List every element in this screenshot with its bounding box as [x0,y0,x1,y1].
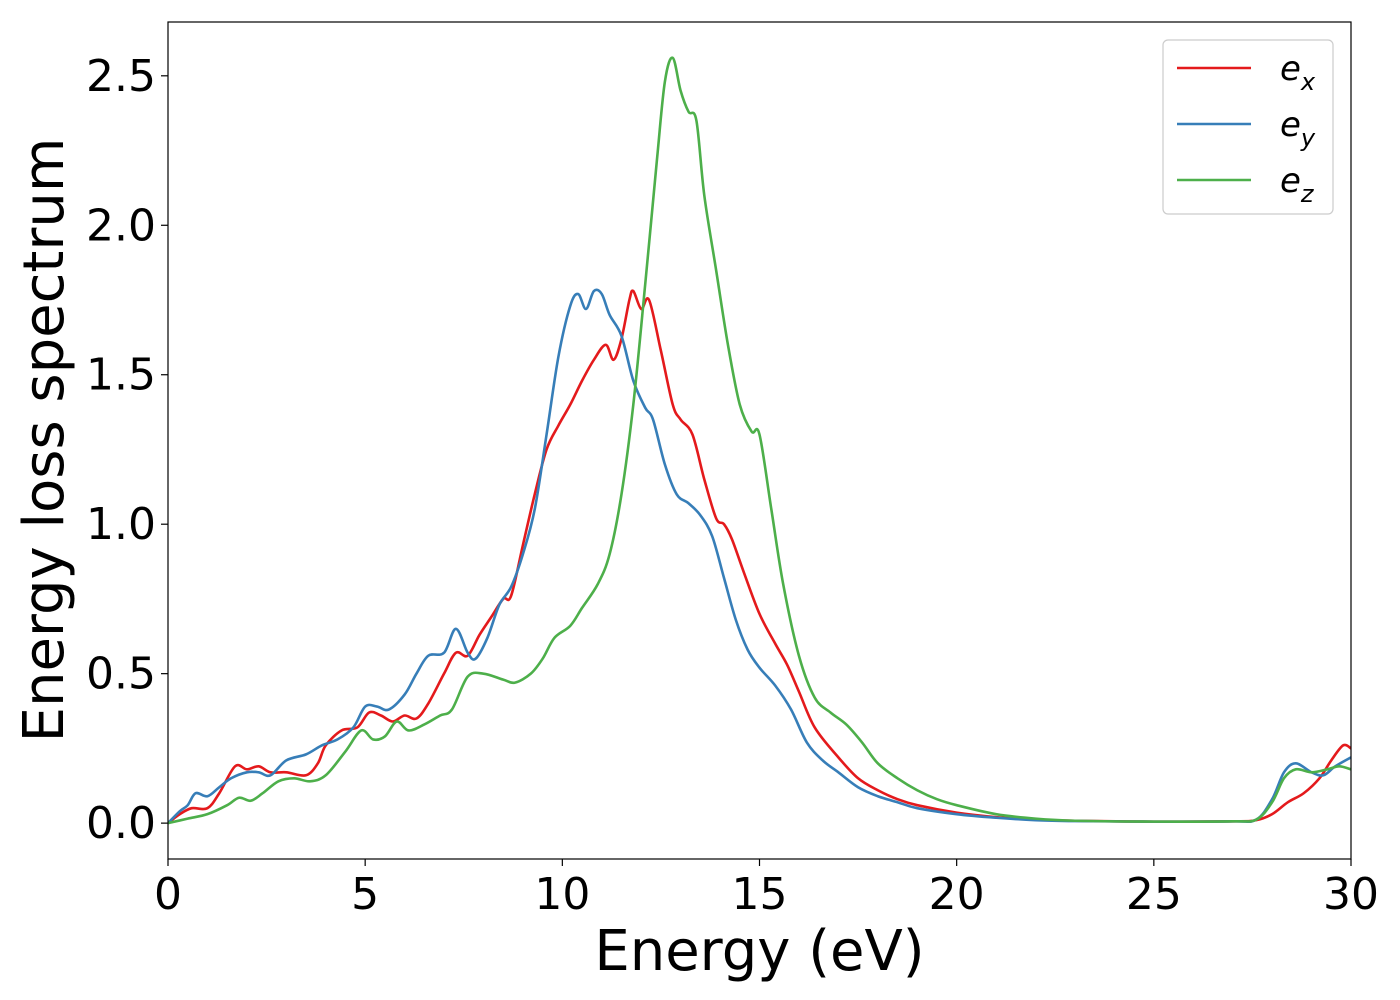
y-axis-label: Energy loss spectrum [12,138,77,743]
series-line-e-z [168,56,1351,825]
y-tick-label: 0.0 [86,798,156,849]
legend: ex ey ez [1162,39,1334,215]
x-tick-label: 25 [1126,869,1182,920]
series-line-e-y [168,288,1351,825]
y-tick-label: 1.0 [86,499,156,550]
x-axis-label: Energy (eV) [594,919,924,984]
x-tick-label: 0 [154,869,182,920]
y-tick-label: 2.0 [86,200,156,251]
legend-label-e-x: ex [1280,49,1316,96]
x-tick-label: 20 [929,869,985,920]
y-axis-ticks: 0.0 0.5 1.0 1.5 2.0 2.5 [86,51,168,849]
x-tick-label: 30 [1323,869,1379,920]
x-axis-ticks: 0 5 10 15 20 25 30 [154,859,1379,920]
legend-box [1162,39,1334,215]
legend-label-e-z: ez [1280,161,1315,208]
y-tick-label: 2.5 [86,51,156,102]
y-tick-label: 1.5 [86,350,156,401]
x-tick-label: 15 [732,869,788,920]
legend-items: ex ey ez [1177,49,1316,208]
legend-label-e-y: ey [1280,105,1316,152]
series-layer [168,56,1351,825]
x-tick-label: 5 [351,869,379,920]
y-tick-label: 0.5 [86,649,156,700]
x-tick-label: 10 [534,869,590,920]
